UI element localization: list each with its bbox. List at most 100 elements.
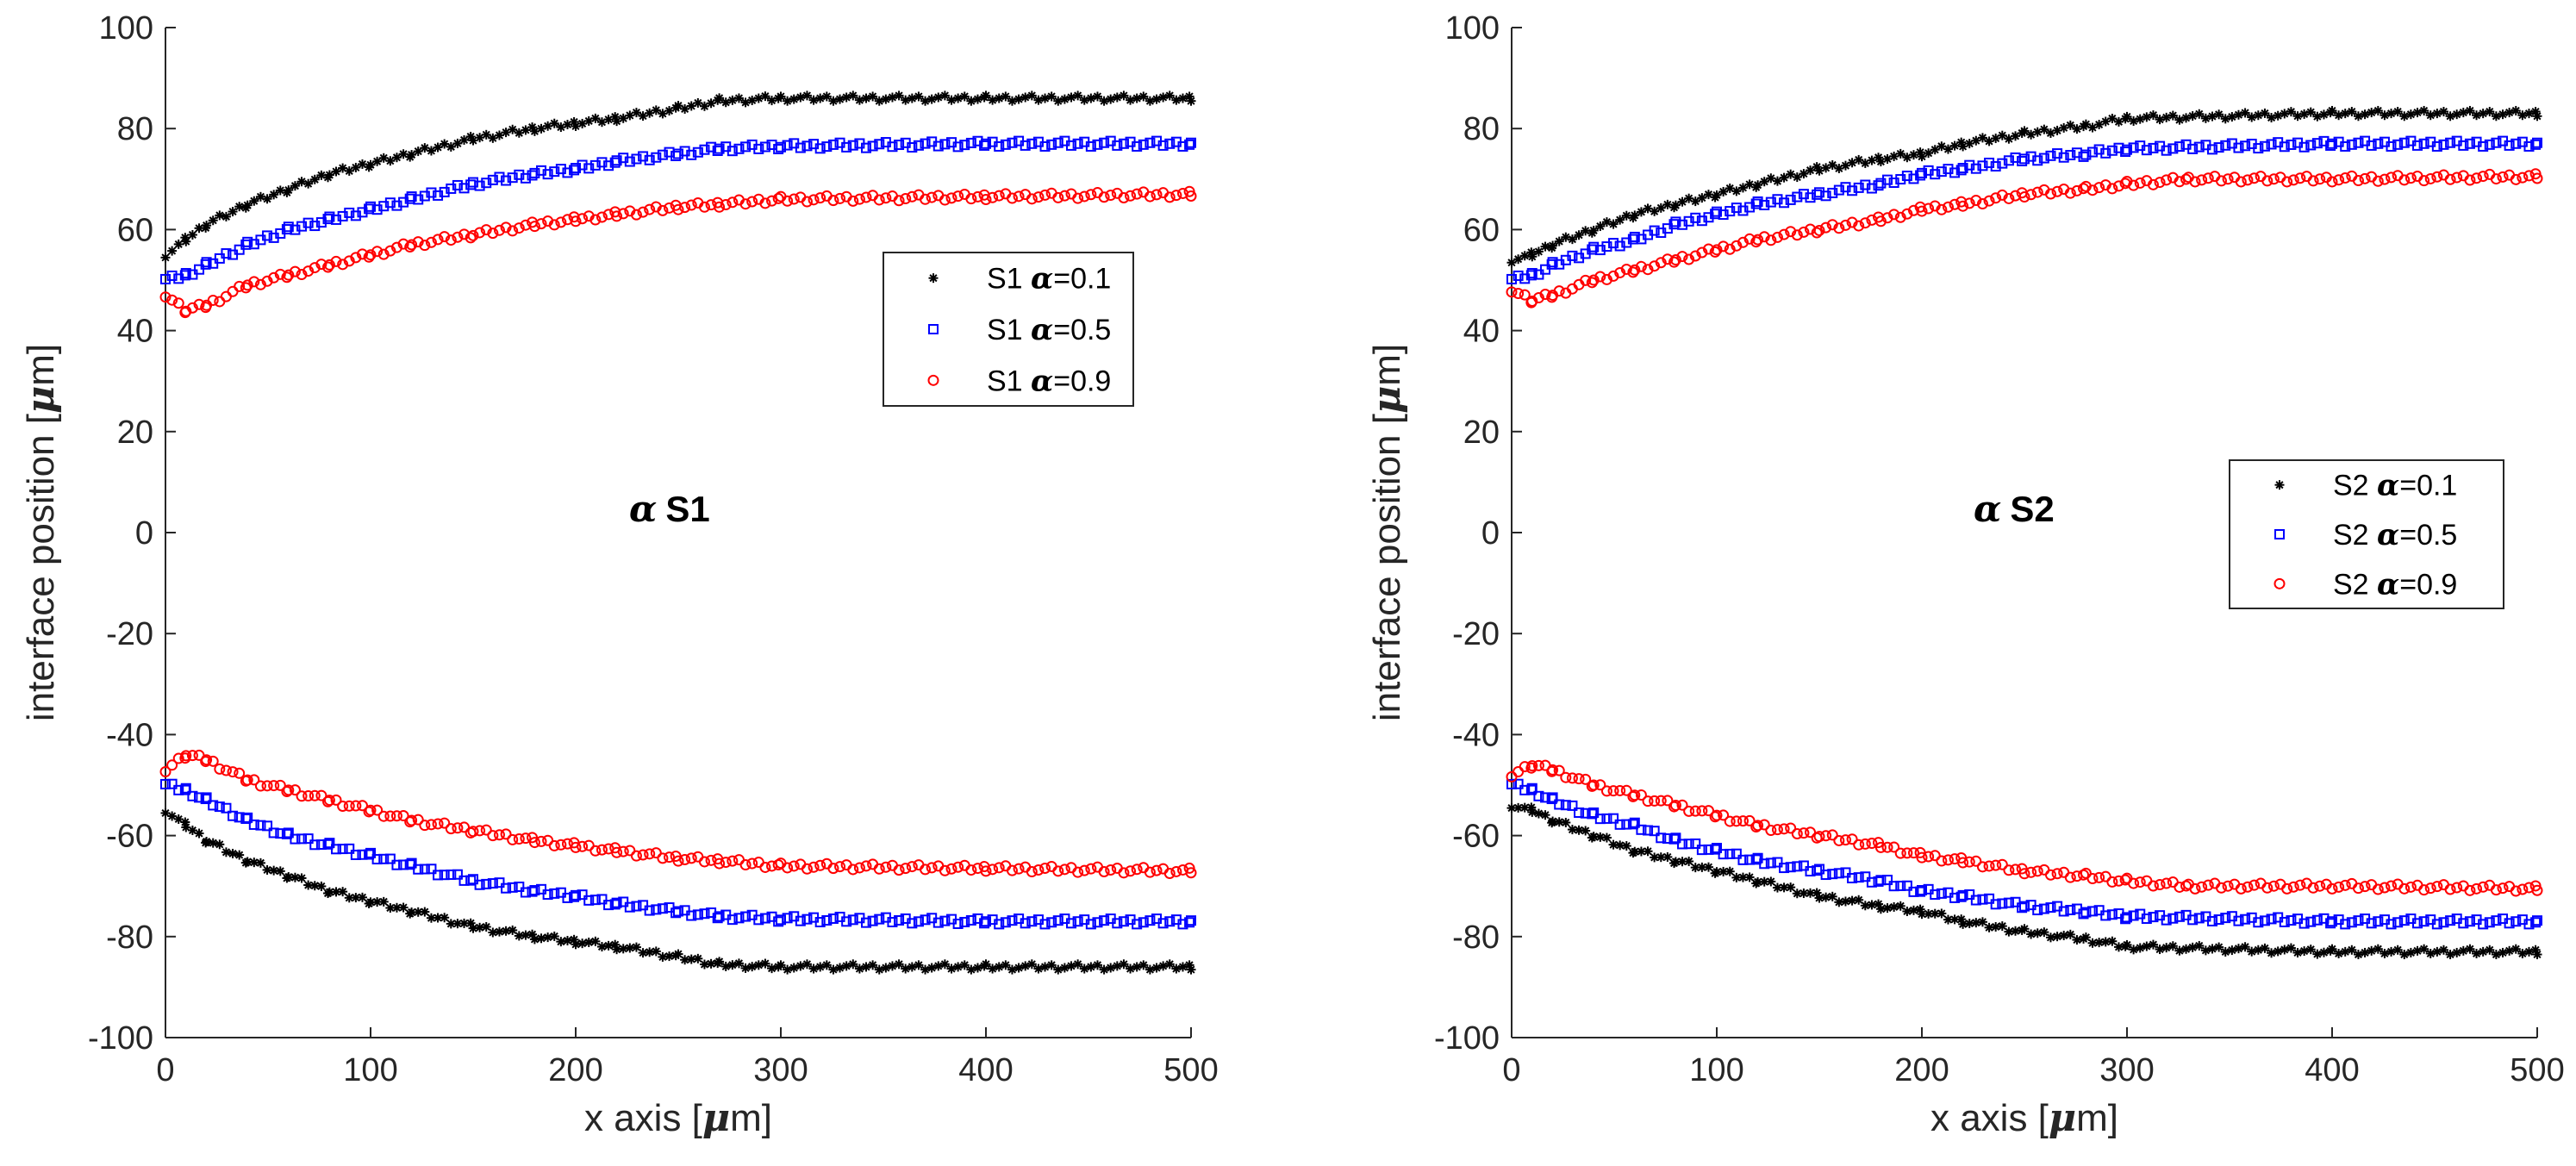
data-point: [834, 861, 846, 873]
data-point: [1621, 237, 1632, 248]
data-point: [2148, 939, 2158, 950]
data-point: [296, 873, 307, 883]
data-point: [2471, 882, 2483, 895]
data-point: [1000, 139, 1011, 150]
data-point: [1132, 919, 1143, 930]
data-point: [1560, 800, 1571, 811]
data-point: [1635, 260, 1647, 272]
data-point: [2018, 191, 2030, 203]
data-point: [420, 907, 430, 917]
data-point: [2305, 107, 2316, 117]
data-point: [2490, 173, 2502, 185]
data-point: [2458, 140, 2469, 151]
data-point: [406, 191, 417, 203]
data-point: [693, 953, 703, 963]
data-point: [1138, 862, 1150, 874]
data-point: [848, 90, 858, 101]
data-point: [269, 190, 279, 200]
data-point: [2010, 864, 2022, 876]
data-point: [1600, 785, 1612, 797]
data-point: [1118, 138, 1129, 149]
data-point: [939, 90, 950, 101]
data-point: [760, 91, 770, 102]
data-point: [672, 855, 684, 867]
greek-letter: α: [1974, 488, 2001, 530]
data-point: [946, 963, 957, 974]
data-point: [2431, 881, 2443, 893]
data-point: [562, 935, 572, 945]
data-point: [2531, 884, 2543, 896]
data-point: [323, 795, 335, 807]
data-point: [577, 840, 589, 852]
data-point: [255, 820, 266, 831]
data-point: [611, 897, 622, 908]
data-point: [413, 194, 424, 205]
data-point: [1131, 188, 1143, 200]
data-point: [1882, 875, 1893, 886]
data-point: [2404, 881, 2417, 893]
data-point: [248, 276, 260, 288]
text-suffix: m]: [1366, 344, 1408, 386]
data-point: [861, 917, 872, 928]
y-tick-label: -100: [88, 1020, 153, 1057]
data-point: [933, 961, 944, 971]
text-suffix: =0.1: [1053, 263, 1111, 296]
data-point: [1779, 197, 1790, 209]
data-point: [363, 251, 375, 263]
data-point: [874, 964, 884, 975]
data-point: [1020, 92, 1031, 103]
data-point: [727, 855, 739, 867]
data-point: [1072, 138, 1083, 149]
data-point: [187, 790, 198, 801]
data-point: [959, 960, 970, 970]
data-point: [2215, 175, 2227, 187]
data-point: [242, 812, 253, 823]
data-point: [1642, 264, 1654, 276]
data-point: [227, 285, 239, 297]
data-point: [487, 830, 499, 842]
data-point: [1860, 901, 1870, 911]
data-point: [2523, 946, 2534, 957]
data-point: [481, 878, 492, 889]
data-point: [2039, 927, 2049, 938]
data-point: [644, 848, 656, 860]
data-point: [2386, 140, 2397, 152]
data-point: [1656, 203, 1666, 213]
data-point: [248, 819, 259, 830]
data-point: [1620, 784, 1632, 796]
data-point: [1712, 843, 1722, 854]
data-point: [1186, 915, 1196, 926]
data-point: [939, 864, 951, 876]
data-point: [2281, 882, 2293, 895]
data-point: [2299, 109, 2310, 119]
data-point: [2478, 109, 2488, 119]
data-point: [1798, 827, 1810, 839]
data-point: [1662, 253, 1674, 265]
data-point: [835, 94, 845, 104]
data-point: [1629, 789, 1641, 801]
data-point: [828, 964, 839, 975]
y-tick-label: -20: [1452, 616, 1500, 652]
data-point: [1690, 196, 1700, 207]
data-point: [583, 163, 595, 174]
data-point: [759, 197, 771, 209]
data-point: [2214, 109, 2224, 120]
greek-letter: μ: [2049, 1096, 2076, 1140]
data-point: [1916, 205, 1928, 217]
data-point: [284, 872, 294, 882]
data-point: [1540, 792, 1551, 803]
data-point: [2161, 145, 2172, 156]
data-point: [1046, 917, 1057, 928]
data-point: [1614, 819, 1625, 830]
data-point: [679, 853, 691, 865]
data-point: [494, 877, 505, 889]
data-point: [1811, 227, 1823, 239]
data-point: [2311, 138, 2323, 149]
data-point: [714, 957, 725, 967]
data-point: [1085, 919, 1096, 930]
data-point: [1151, 864, 1163, 876]
data-point: [894, 140, 905, 151]
data-point: [2464, 884, 2476, 896]
greek-letter: μ: [1365, 386, 1409, 414]
data-point: [1917, 885, 1927, 896]
